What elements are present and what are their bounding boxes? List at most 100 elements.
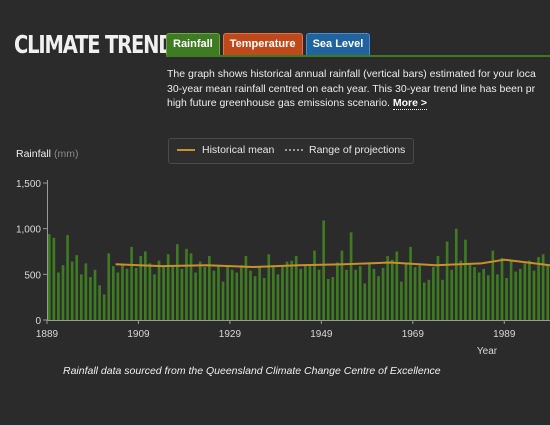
rainfall-bar bbox=[491, 250, 495, 320]
rainfall-bar bbox=[294, 256, 298, 320]
rainfall-bar bbox=[84, 263, 88, 320]
legend-item-range-of-projections[interactable]: Range of projections bbox=[285, 144, 405, 156]
rainfall-bar bbox=[482, 268, 486, 320]
rainfall-bar bbox=[445, 241, 449, 320]
rainfall-bar bbox=[121, 265, 124, 320]
tab-rainfall[interactable]: Rainfall bbox=[166, 33, 220, 57]
rainfall-bar bbox=[441, 279, 444, 320]
legend-line-swatch bbox=[177, 149, 195, 151]
chart-legend: Historical mean Range of projections bbox=[168, 138, 414, 164]
description-line-2: 30-year mean rainfall centred on each ye… bbox=[167, 82, 536, 95]
rainfall-bar bbox=[70, 261, 74, 320]
rainfall-bar bbox=[326, 278, 330, 320]
rainfall-bar bbox=[509, 260, 513, 320]
rainfall-bar bbox=[180, 268, 184, 320]
rainfall-bar bbox=[418, 265, 422, 320]
rainfall-bar bbox=[235, 272, 239, 320]
description-line-3-text: high future greenhouse gas emissions sce… bbox=[167, 97, 390, 109]
rainfall-bar bbox=[459, 260, 463, 320]
rainfall-bar bbox=[436, 256, 440, 320]
rainfall-bar bbox=[240, 265, 243, 320]
rainfall-bar bbox=[404, 264, 408, 320]
rainfall-bar bbox=[304, 265, 307, 320]
tab-temperature[interactable]: Temperature bbox=[222, 33, 303, 57]
rainfall-bar bbox=[358, 266, 362, 320]
rainfall-bar bbox=[276, 274, 280, 320]
rainfall-bar bbox=[381, 267, 385, 320]
rainfall-bar bbox=[537, 256, 540, 320]
rainfall-bar bbox=[262, 277, 266, 320]
rainfall-bar bbox=[400, 281, 403, 320]
x-tick-label: 1889 bbox=[36, 329, 59, 340]
legend-item-historical-mean[interactable]: Historical mean bbox=[177, 144, 274, 156]
rainfall-bar bbox=[57, 272, 60, 320]
legend-dotted-swatch bbox=[285, 149, 303, 151]
rainfall-bar bbox=[244, 256, 248, 320]
rainfall-bar bbox=[52, 237, 56, 320]
legend-label-range-of-projections: Range of projections bbox=[309, 144, 406, 156]
rainfall-bar bbox=[528, 260, 531, 320]
rainfall-bar bbox=[395, 251, 399, 320]
y-tick-label: 1,000 bbox=[16, 225, 41, 236]
rainfall-bar bbox=[422, 282, 426, 320]
rainfall-bar bbox=[194, 272, 197, 320]
rainfall-bar bbox=[47, 234, 51, 320]
rainfall-bar bbox=[468, 263, 472, 320]
rainfall-bar bbox=[317, 269, 321, 320]
rainfall-bar bbox=[290, 260, 293, 320]
rainfall-bar bbox=[308, 264, 312, 320]
rainfall-bar bbox=[111, 266, 115, 320]
x-tick-label: 1929 bbox=[219, 329, 242, 340]
rainfall-bar bbox=[363, 283, 367, 320]
rainfall-bar bbox=[189, 253, 193, 320]
rainfall-bar bbox=[139, 256, 143, 320]
rainfall-bar bbox=[409, 246, 412, 320]
rainfall-bar bbox=[203, 267, 207, 320]
description-line-3: high future greenhouse gas emissions sce… bbox=[167, 96, 550, 111]
rainfall-bar bbox=[61, 265, 65, 320]
y-axis-label: Rainfall bbox=[16, 148, 52, 160]
more-link[interactable]: More > bbox=[392, 97, 428, 110]
rainfall-bar bbox=[496, 274, 499, 320]
rainfall-bar bbox=[267, 254, 271, 320]
rainfall-bar bbox=[98, 285, 101, 320]
rainfall-bar bbox=[272, 265, 275, 320]
rainfall-bar bbox=[116, 272, 120, 320]
rainfall-bar bbox=[427, 279, 431, 320]
rainfall-bar bbox=[336, 262, 339, 320]
rainfall-bar bbox=[185, 248, 188, 320]
tab-sea-level[interactable]: Sea Level bbox=[305, 33, 371, 57]
rainfall-bar bbox=[226, 267, 229, 320]
rainfall-bar bbox=[208, 256, 211, 320]
rainfall-bar bbox=[221, 281, 225, 320]
y-tick-label: 0 bbox=[35, 316, 41, 327]
y-axis-unit: (mm) bbox=[53, 148, 79, 160]
x-axis-title: Year bbox=[477, 346, 498, 357]
rainfall-bar bbox=[354, 269, 357, 320]
rainfall-bar bbox=[79, 274, 83, 320]
description: The graph shows historical annual rainfa… bbox=[167, 67, 550, 115]
rainfall-bar bbox=[125, 268, 129, 320]
rainfall-bar bbox=[450, 269, 454, 320]
rainfall-bar bbox=[546, 265, 550, 320]
rainfall-bar bbox=[500, 257, 504, 320]
rainfall-bar bbox=[143, 251, 147, 320]
y-tick-label: 1,500 bbox=[16, 179, 41, 190]
rainfall-bar bbox=[377, 276, 380, 320]
rainfall-bar bbox=[372, 268, 376, 320]
historical-mean-line bbox=[115, 258, 550, 269]
rainfall-bar bbox=[541, 254, 545, 320]
rainfall-bar bbox=[171, 265, 175, 320]
rainfall-bar bbox=[523, 263, 527, 320]
tab-underline bbox=[166, 55, 550, 57]
rainfall-bar bbox=[514, 271, 518, 320]
rainfall-bar bbox=[299, 268, 303, 320]
rainfall-bar bbox=[413, 267, 417, 320]
rainfall-bar bbox=[134, 267, 138, 320]
rainfall-bar bbox=[102, 294, 106, 320]
rainfall-bar bbox=[89, 277, 92, 320]
legend-label-historical-mean: Historical mean bbox=[202, 144, 275, 156]
source-note: Rainfall data sourced from the Queenslan… bbox=[63, 365, 441, 377]
rainfall-bar bbox=[175, 244, 179, 320]
rainfall-bar bbox=[345, 269, 348, 320]
